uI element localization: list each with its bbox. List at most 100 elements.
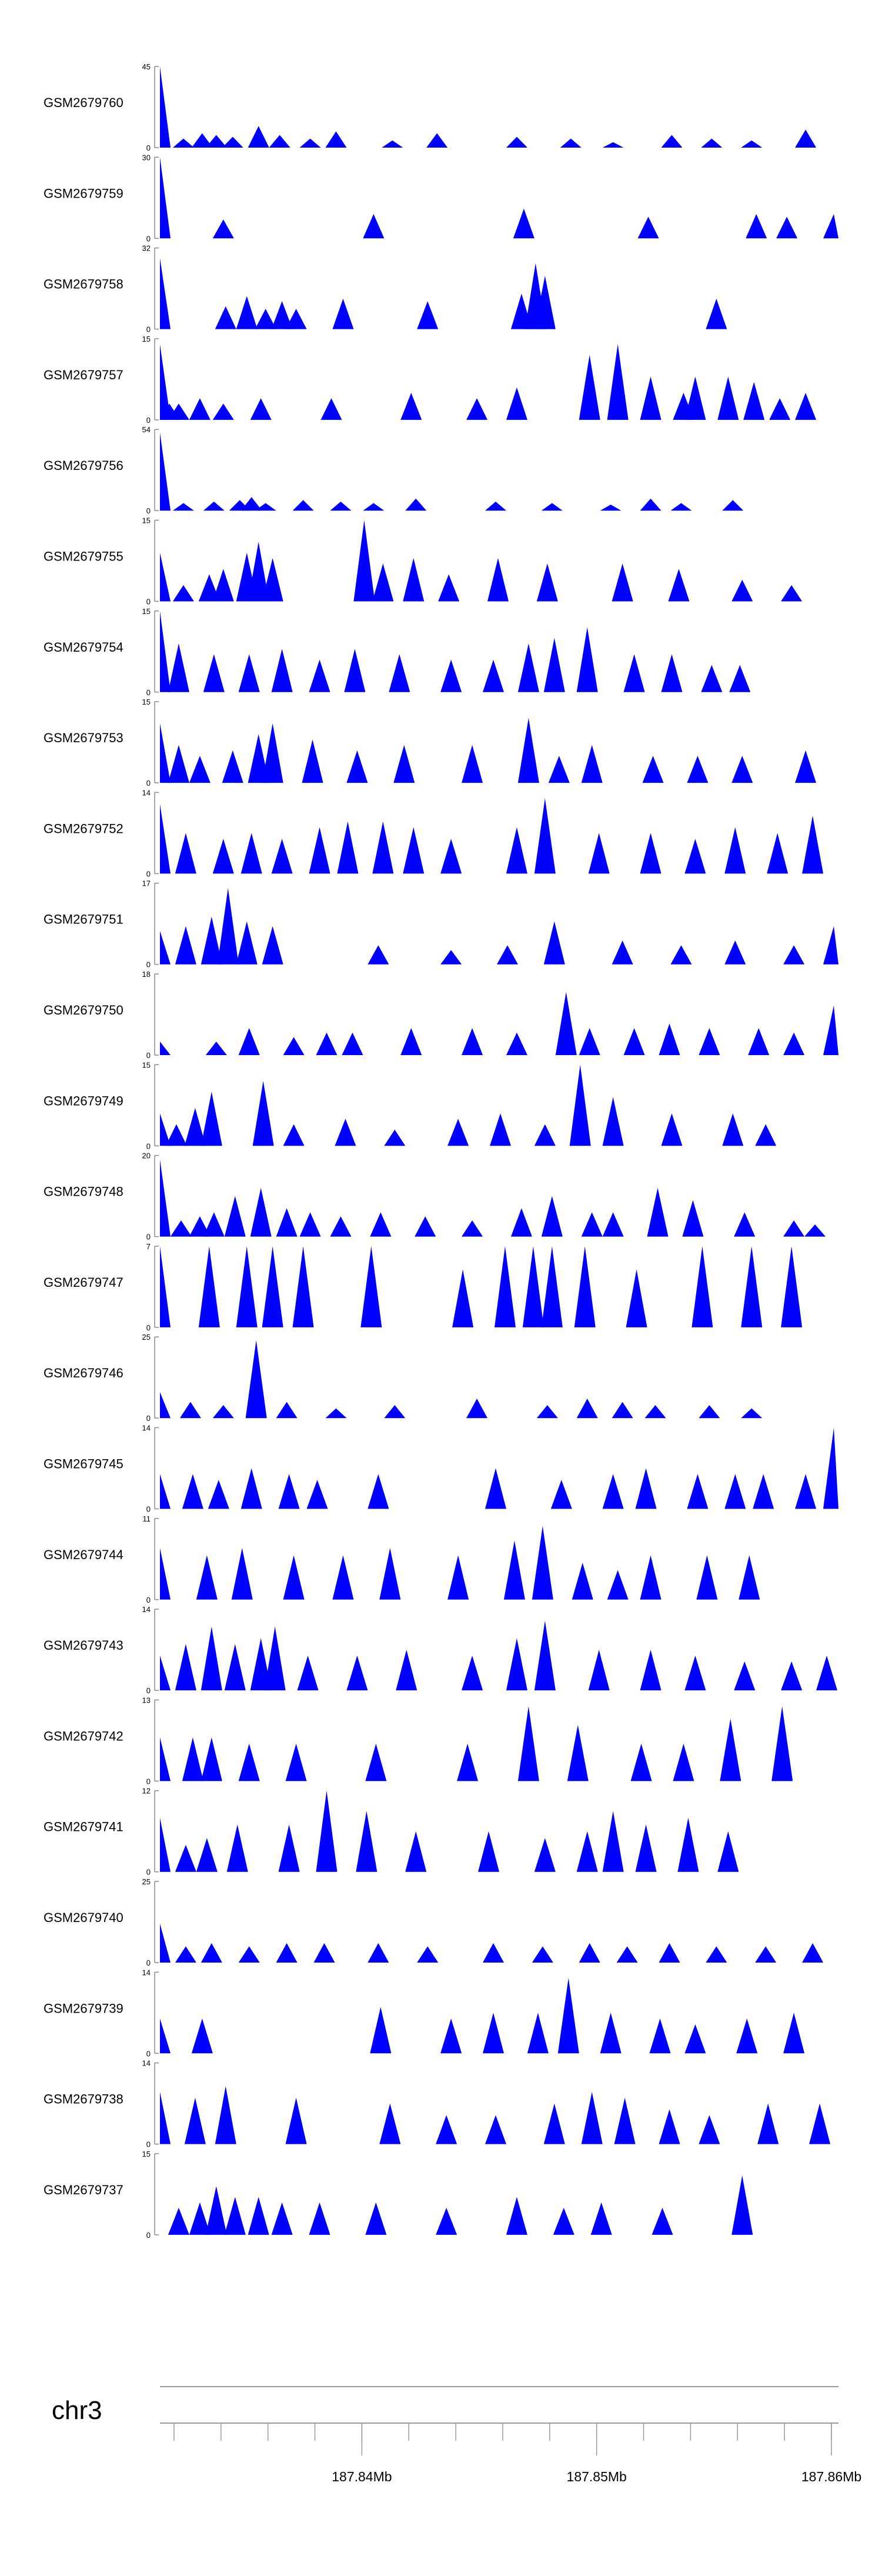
track-label: GSM2679752 bbox=[44, 821, 123, 836]
coverage-peak bbox=[205, 135, 227, 148]
coverage-peak bbox=[160, 1817, 171, 1872]
coverage-peak bbox=[189, 2202, 211, 2235]
track-y-min-label: 0 bbox=[146, 1777, 151, 1786]
track: GSM2679743 14 0 bbox=[44, 1605, 838, 1695]
coverage-peak bbox=[285, 309, 307, 329]
genome-axis: chr3 187.84Mb 187.85Mb 187.86Mb bbox=[52, 2386, 861, 2484]
coverage-peak bbox=[332, 298, 354, 329]
coverage-peak bbox=[661, 654, 683, 692]
coverage-peak bbox=[579, 1028, 600, 1055]
track-y-max-label: 13 bbox=[142, 1696, 151, 1704]
coverage-peak bbox=[236, 1246, 258, 1327]
coverage-peak bbox=[769, 398, 791, 420]
coverage-peak bbox=[612, 1402, 633, 1419]
coverage-peak bbox=[557, 1978, 579, 2054]
coverage-peak bbox=[642, 756, 664, 783]
track-y-min-label: 0 bbox=[146, 779, 151, 788]
track-y-max-label: 17 bbox=[142, 879, 151, 888]
coverage-peak bbox=[534, 798, 556, 874]
coverage-peak bbox=[365, 1743, 387, 1781]
track-label: GSM2679741 bbox=[44, 1820, 123, 1834]
coverage-peak bbox=[722, 500, 744, 511]
coverage-peak bbox=[252, 1080, 274, 1146]
coverage-peak bbox=[400, 1028, 422, 1055]
coverage-peak bbox=[600, 504, 622, 511]
coverage-peak bbox=[612, 940, 633, 965]
coverage-peak bbox=[607, 344, 629, 420]
coverage-peak bbox=[205, 2186, 227, 2235]
coverage-peak bbox=[506, 1638, 527, 1691]
coverage-peak bbox=[462, 1220, 483, 1237]
coverage-peak bbox=[224, 1644, 246, 1691]
coverage-peak bbox=[757, 2103, 779, 2144]
coverage-peak bbox=[506, 1032, 527, 1055]
coverage-peak bbox=[659, 1943, 680, 1963]
coverage-peak bbox=[809, 2103, 831, 2144]
coverage-peak bbox=[240, 497, 262, 511]
coverage-peak bbox=[255, 309, 276, 329]
coverage-peak bbox=[522, 1246, 544, 1327]
coverage-peak bbox=[250, 1187, 272, 1237]
coverage-peak bbox=[816, 1655, 838, 1691]
track-y-max-label: 15 bbox=[142, 335, 151, 343]
coverage-peak bbox=[184, 1107, 206, 1146]
coverage-peak bbox=[160, 66, 171, 148]
coverage-peak bbox=[640, 376, 662, 420]
track-y-min-label: 0 bbox=[146, 960, 151, 969]
coverage-peak bbox=[652, 2207, 673, 2235]
track-label: GSM2679748 bbox=[44, 1184, 123, 1199]
coverage-peak bbox=[485, 501, 507, 511]
coverage-peak bbox=[379, 1547, 401, 1600]
track: GSM2679757 15 0 bbox=[44, 335, 817, 425]
coverage-peak bbox=[684, 1655, 706, 1691]
coverage-peak bbox=[262, 723, 283, 783]
coverage-peak bbox=[781, 585, 803, 602]
coverage-peak bbox=[160, 1474, 171, 1509]
coverage-peak bbox=[292, 1246, 314, 1327]
coverage-peak bbox=[179, 1402, 201, 1419]
coverage-peak bbox=[196, 1555, 218, 1600]
coverage-peak bbox=[541, 1196, 563, 1237]
coverage-peak bbox=[457, 1743, 479, 1781]
coverage-peak bbox=[691, 1246, 713, 1327]
coverage-peak bbox=[543, 638, 565, 692]
coverage-peak bbox=[485, 1468, 507, 1509]
coverage-peak bbox=[330, 1216, 352, 1237]
coverage-peak bbox=[684, 2024, 706, 2054]
coverage-peak bbox=[175, 1946, 196, 1963]
coverage-peak bbox=[510, 1208, 532, 1237]
coverage-peak bbox=[170, 1220, 192, 1237]
coverage-peak bbox=[478, 1831, 500, 1872]
coverage-peak bbox=[602, 1474, 624, 1509]
coverage-peak bbox=[696, 1555, 718, 1600]
track-y-max-label: 7 bbox=[146, 1242, 151, 1251]
coverage-peak bbox=[724, 827, 746, 874]
coverage-peak bbox=[191, 2018, 213, 2054]
coverage-peak bbox=[630, 1743, 652, 1781]
coverage-peak bbox=[699, 1405, 720, 1419]
coverage-peak bbox=[517, 1706, 539, 1781]
coverage-peak bbox=[160, 1159, 171, 1237]
coverage-peak bbox=[389, 654, 410, 692]
track-label: GSM2679739 bbox=[44, 2001, 123, 2016]
coverage-peak bbox=[640, 1650, 662, 1691]
track: GSM2679758 32 0 bbox=[44, 244, 727, 334]
coverage-peak bbox=[276, 1943, 298, 1963]
track: GSM2679745 14 0 bbox=[44, 1424, 838, 1514]
track-label: GSM2679738 bbox=[44, 2092, 123, 2107]
coverage-peak bbox=[541, 503, 563, 511]
coverage-peak bbox=[506, 387, 527, 420]
coverage-peak bbox=[417, 1946, 439, 1963]
coverage-peak bbox=[687, 756, 709, 783]
coverage-peak bbox=[405, 1831, 427, 1872]
coverage-peak bbox=[316, 1032, 338, 1055]
coverage-peak bbox=[160, 930, 171, 965]
coverage-peak bbox=[215, 306, 236, 329]
coverage-peak bbox=[436, 2207, 457, 2235]
track-label: GSM2679754 bbox=[44, 640, 123, 655]
track-label: GSM2679760 bbox=[44, 95, 123, 110]
track: GSM2679752 14 0 bbox=[44, 788, 824, 878]
coverage-peak bbox=[160, 1246, 171, 1327]
track-y-max-label: 30 bbox=[142, 153, 151, 162]
